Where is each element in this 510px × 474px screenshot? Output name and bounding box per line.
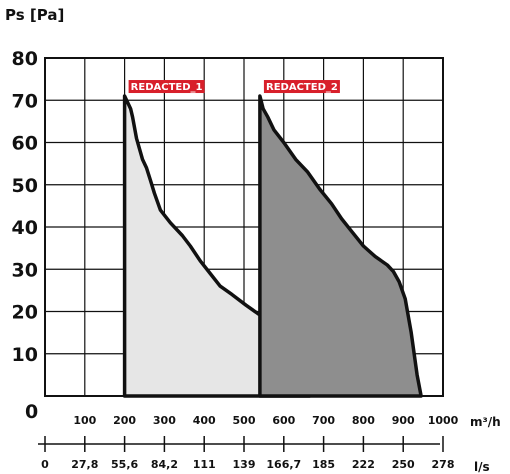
y-tick-label: 20 [12, 302, 38, 324]
y-tick-label: 70 [12, 90, 38, 112]
y-tick-label: 60 [12, 133, 38, 155]
x2-tick-label: 185 [312, 458, 335, 471]
series-tag-1 [128, 80, 205, 94]
x-tick-label: 100 [73, 414, 96, 427]
x-tick-label: 500 [233, 414, 256, 427]
x2-tick-label: 222 [352, 458, 375, 471]
x2-tick-label: 84,2 [151, 458, 178, 471]
x-tick-label: 700 [312, 414, 335, 427]
y-zero-label: 0 [25, 401, 38, 423]
y-tick-label: 30 [12, 259, 38, 281]
x2-tick-label: 0 [41, 458, 49, 471]
y-tick-label: 80 [12, 48, 38, 70]
y-axis-title: Ps [Pa] [5, 6, 64, 24]
series-name-label-2: REDACTED_2 [266, 82, 338, 93]
y-tick-labels: 10 20 30 40 50 60 70 80 [12, 48, 38, 366]
plot-frame [44, 57, 444, 397]
x2-tick-label: 27,8 [71, 458, 98, 471]
x-tick-label: 300 [153, 414, 176, 427]
secondary-x-axis: 0 27,8 55,6 84,2 111 139 166,7 185 222 250 278 [38, 436, 454, 471]
x-tick-label: 800 [352, 414, 375, 427]
y-tick-label: 50 [12, 175, 38, 197]
x-tick-label: 200 [113, 414, 136, 427]
series-tag-2 [263, 80, 340, 94]
x-axis-unit-m3h: m³/h [470, 415, 501, 429]
x2-tick-label: 55,6 [111, 458, 138, 471]
x2-tick-label: 111 [193, 458, 216, 471]
curve-areas: REDACTED_1 REDACTED_2 [122, 80, 423, 398]
x-tick-label: 900 [392, 414, 415, 427]
x2-tick-label: 166,7 [266, 458, 301, 471]
x2-tick-label: 250 [392, 458, 415, 471]
x-tick-label: 600 [272, 414, 295, 427]
series-name-label-1: REDACTED_1 [131, 82, 203, 93]
x-tick-label: 400 [193, 414, 216, 427]
y-tick-label: 10 [12, 344, 38, 366]
series-area-2 [258, 94, 423, 398]
x-tick-labels: 100 200 300 400 500 600 700 800 900 1000 [73, 414, 458, 427]
x-tick-label: 1000 [428, 414, 459, 427]
y-tick-label: 40 [12, 217, 38, 239]
x-axis-unit-ls: l/s [474, 460, 490, 474]
x2-tick-label: 139 [233, 458, 256, 471]
x2-tick-label: 278 [432, 458, 455, 471]
